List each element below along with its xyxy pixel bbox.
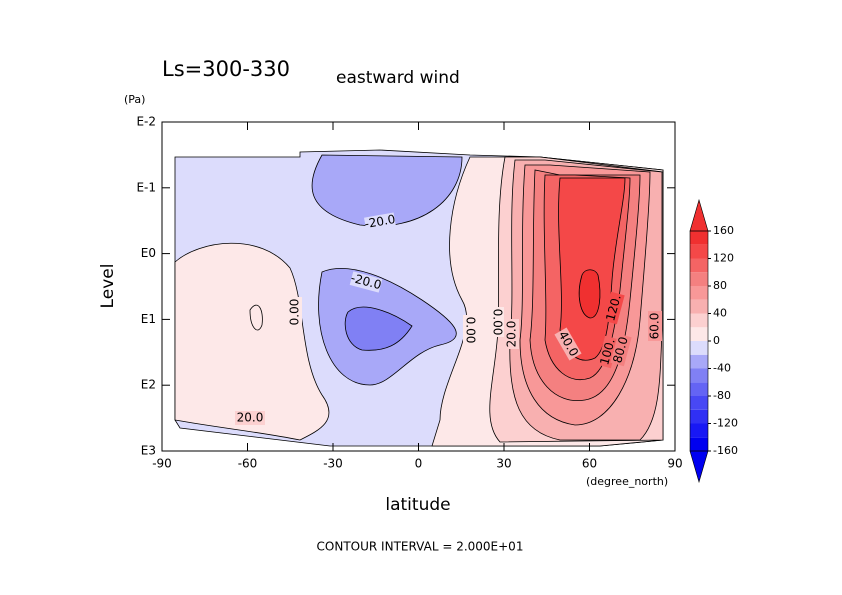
y-tick-label: E3 [141,444,156,458]
contour-label-bg [364,212,396,232]
contour-label-bg [463,315,477,345]
contour-label-bg [349,271,383,293]
contour-label-bg [505,319,519,349]
colorbar-extend [689,450,709,484]
colorbar-cell [690,437,708,451]
colorbar-tick-label: 40 [713,307,727,320]
colorbar-cell [690,272,708,286]
y-tick-label: E0 [141,246,156,260]
colorbar-cell [690,313,708,328]
x-tick-label: 0 [415,457,423,471]
colorbar-tick-label: -120 [713,417,738,430]
contour-label-bg [554,327,582,361]
x-unit: (degree_north) [586,475,668,488]
y-unit: (Pa) [124,93,145,106]
x-tick-label: -90 [152,457,172,471]
contour-label-bg [603,291,625,325]
x-tick-label: 90 [667,457,682,471]
contour-label: 0.00 [288,299,302,326]
y-tick-label: E-1 [136,180,156,194]
colorbar-cell [690,244,708,259]
contour-label: -20.0 [363,212,396,231]
colorbar-cell [690,286,708,300]
colorbar-cell [690,258,708,273]
colorbar-tick-label: 160 [713,224,734,237]
contour-label: 20.0 [505,321,519,348]
contour-label: 0.00 [491,309,505,336]
footer-note: CONTOUR INTERVAL = 2.000E+01 [317,540,524,554]
colorbar-cell [690,396,708,410]
colorbar-tick-label: -40 [713,362,731,375]
contour-region [249,304,263,331]
chart-subtitle: eastward wind [336,68,460,88]
colorbar-cell [690,368,708,383]
contour-label: 20.0 [237,411,264,425]
colorbar-tick-label: 0 [713,334,720,347]
x-tick-label: 30 [496,457,511,471]
colorbar-cell [690,354,708,369]
contour-label: 0.00 [464,317,478,344]
contour-region [174,242,330,441]
colorbar-tick-label: 120 [713,252,734,265]
contour-label: 80.0 [610,335,630,364]
contour-label-bg [288,297,302,327]
colorbar-cell [690,299,708,314]
x-axis-label: latitude [385,495,450,515]
x-tick-label: -30 [323,457,343,471]
contour-label-bg [235,411,265,425]
chart-title: Ls=300-330 [162,57,290,81]
y-tick-label: E1 [141,312,156,326]
contour-label-bg [597,335,619,369]
contour-label-bg [610,333,632,367]
colorbar-cell [690,423,708,438]
colorbar-cell [690,231,708,245]
contour-label-bg [490,307,504,337]
contour-region [578,269,601,319]
y-axis-label: Level [98,264,118,309]
colorbar-tick-label: -80 [713,389,731,402]
colorbar-cell [690,409,708,424]
colorbar-tick-label: 80 [713,279,727,292]
colorbar-cell [690,341,708,355]
colorbar-cell [690,382,708,396]
colorbar-cell [690,327,708,341]
contour-label-bg [648,311,662,341]
y-tick-label: E2 [141,378,156,392]
colorbar-tick-label: -160 [713,444,738,457]
contour-label: 60.0 [648,313,662,340]
contour-region [344,306,413,351]
colorbar-extend [689,198,709,232]
y-tick-label: E-2 [136,115,156,129]
contour-label: 120. [603,293,623,322]
x-tick-label: 60 [582,457,597,471]
x-tick-label: -60 [238,457,258,471]
